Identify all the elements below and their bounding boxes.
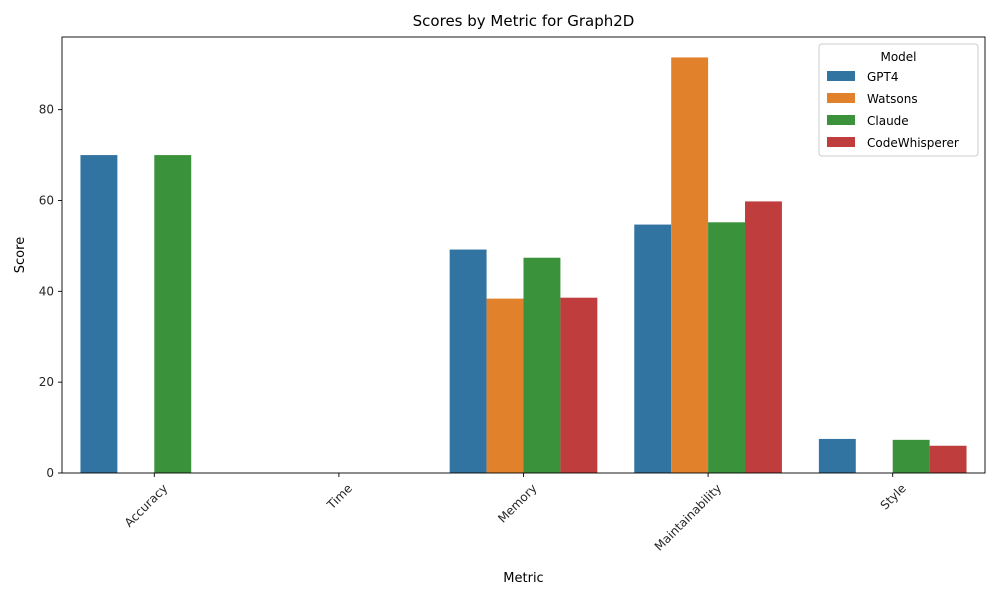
legend-label-codewhisperer: CodeWhisperer <box>867 136 959 150</box>
y-tick-label: 20 <box>39 375 54 389</box>
x-tick-label-maintainability: Maintainability <box>652 481 724 553</box>
bar-codewhisperer-maintainability <box>745 201 782 473</box>
y-tick-label: 80 <box>39 103 54 117</box>
bar-gpt4-style <box>818 438 856 473</box>
legend-label-watsons: Watsons <box>867 92 918 106</box>
legend-swatch-watsons <box>827 93 855 103</box>
bar-claude-style <box>892 439 930 473</box>
bar-gpt4-maintainability <box>634 224 672 473</box>
y-tick-label: 0 <box>46 466 54 480</box>
bar-watsons-memory <box>486 298 524 473</box>
x-tick-label-style: Style <box>878 481 909 512</box>
x-axis-label: Metric <box>503 571 543 586</box>
bar-watsons-maintainability <box>671 57 709 473</box>
bars-group <box>80 57 967 473</box>
x-tick-label-accuracy: Accuracy <box>122 481 171 530</box>
bar-claude-maintainability <box>708 222 746 473</box>
y-axis-label: Score <box>13 237 28 273</box>
legend-swatch-codewhisperer <box>827 137 855 147</box>
legend-swatch-claude <box>827 115 855 125</box>
legend-swatch-gpt4 <box>827 71 855 81</box>
bar-gpt4-memory <box>449 249 487 473</box>
legend-box <box>818 43 979 157</box>
legend-label-claude: Claude <box>867 114 909 128</box>
bar-claude-accuracy <box>154 155 192 473</box>
bar-gpt4-accuracy <box>80 155 118 473</box>
y-tick-label: 40 <box>39 284 54 298</box>
legend-title: Model <box>880 50 916 64</box>
legend-label-gpt4: GPT4 <box>867 70 899 84</box>
bar-claude-memory <box>523 257 561 473</box>
bar-codewhisperer-memory <box>560 297 598 473</box>
chart-title: Scores by Metric for Graph2D <box>413 12 635 30</box>
bar-codewhisperer-style <box>929 445 967 473</box>
y-tick-label: 60 <box>39 194 54 208</box>
x-tick-label-time: Time <box>324 481 355 512</box>
legend: Model GPT4 Watsons Claude CodeWhisperer <box>818 43 979 157</box>
x-tick-label-memory: Memory <box>495 481 539 525</box>
